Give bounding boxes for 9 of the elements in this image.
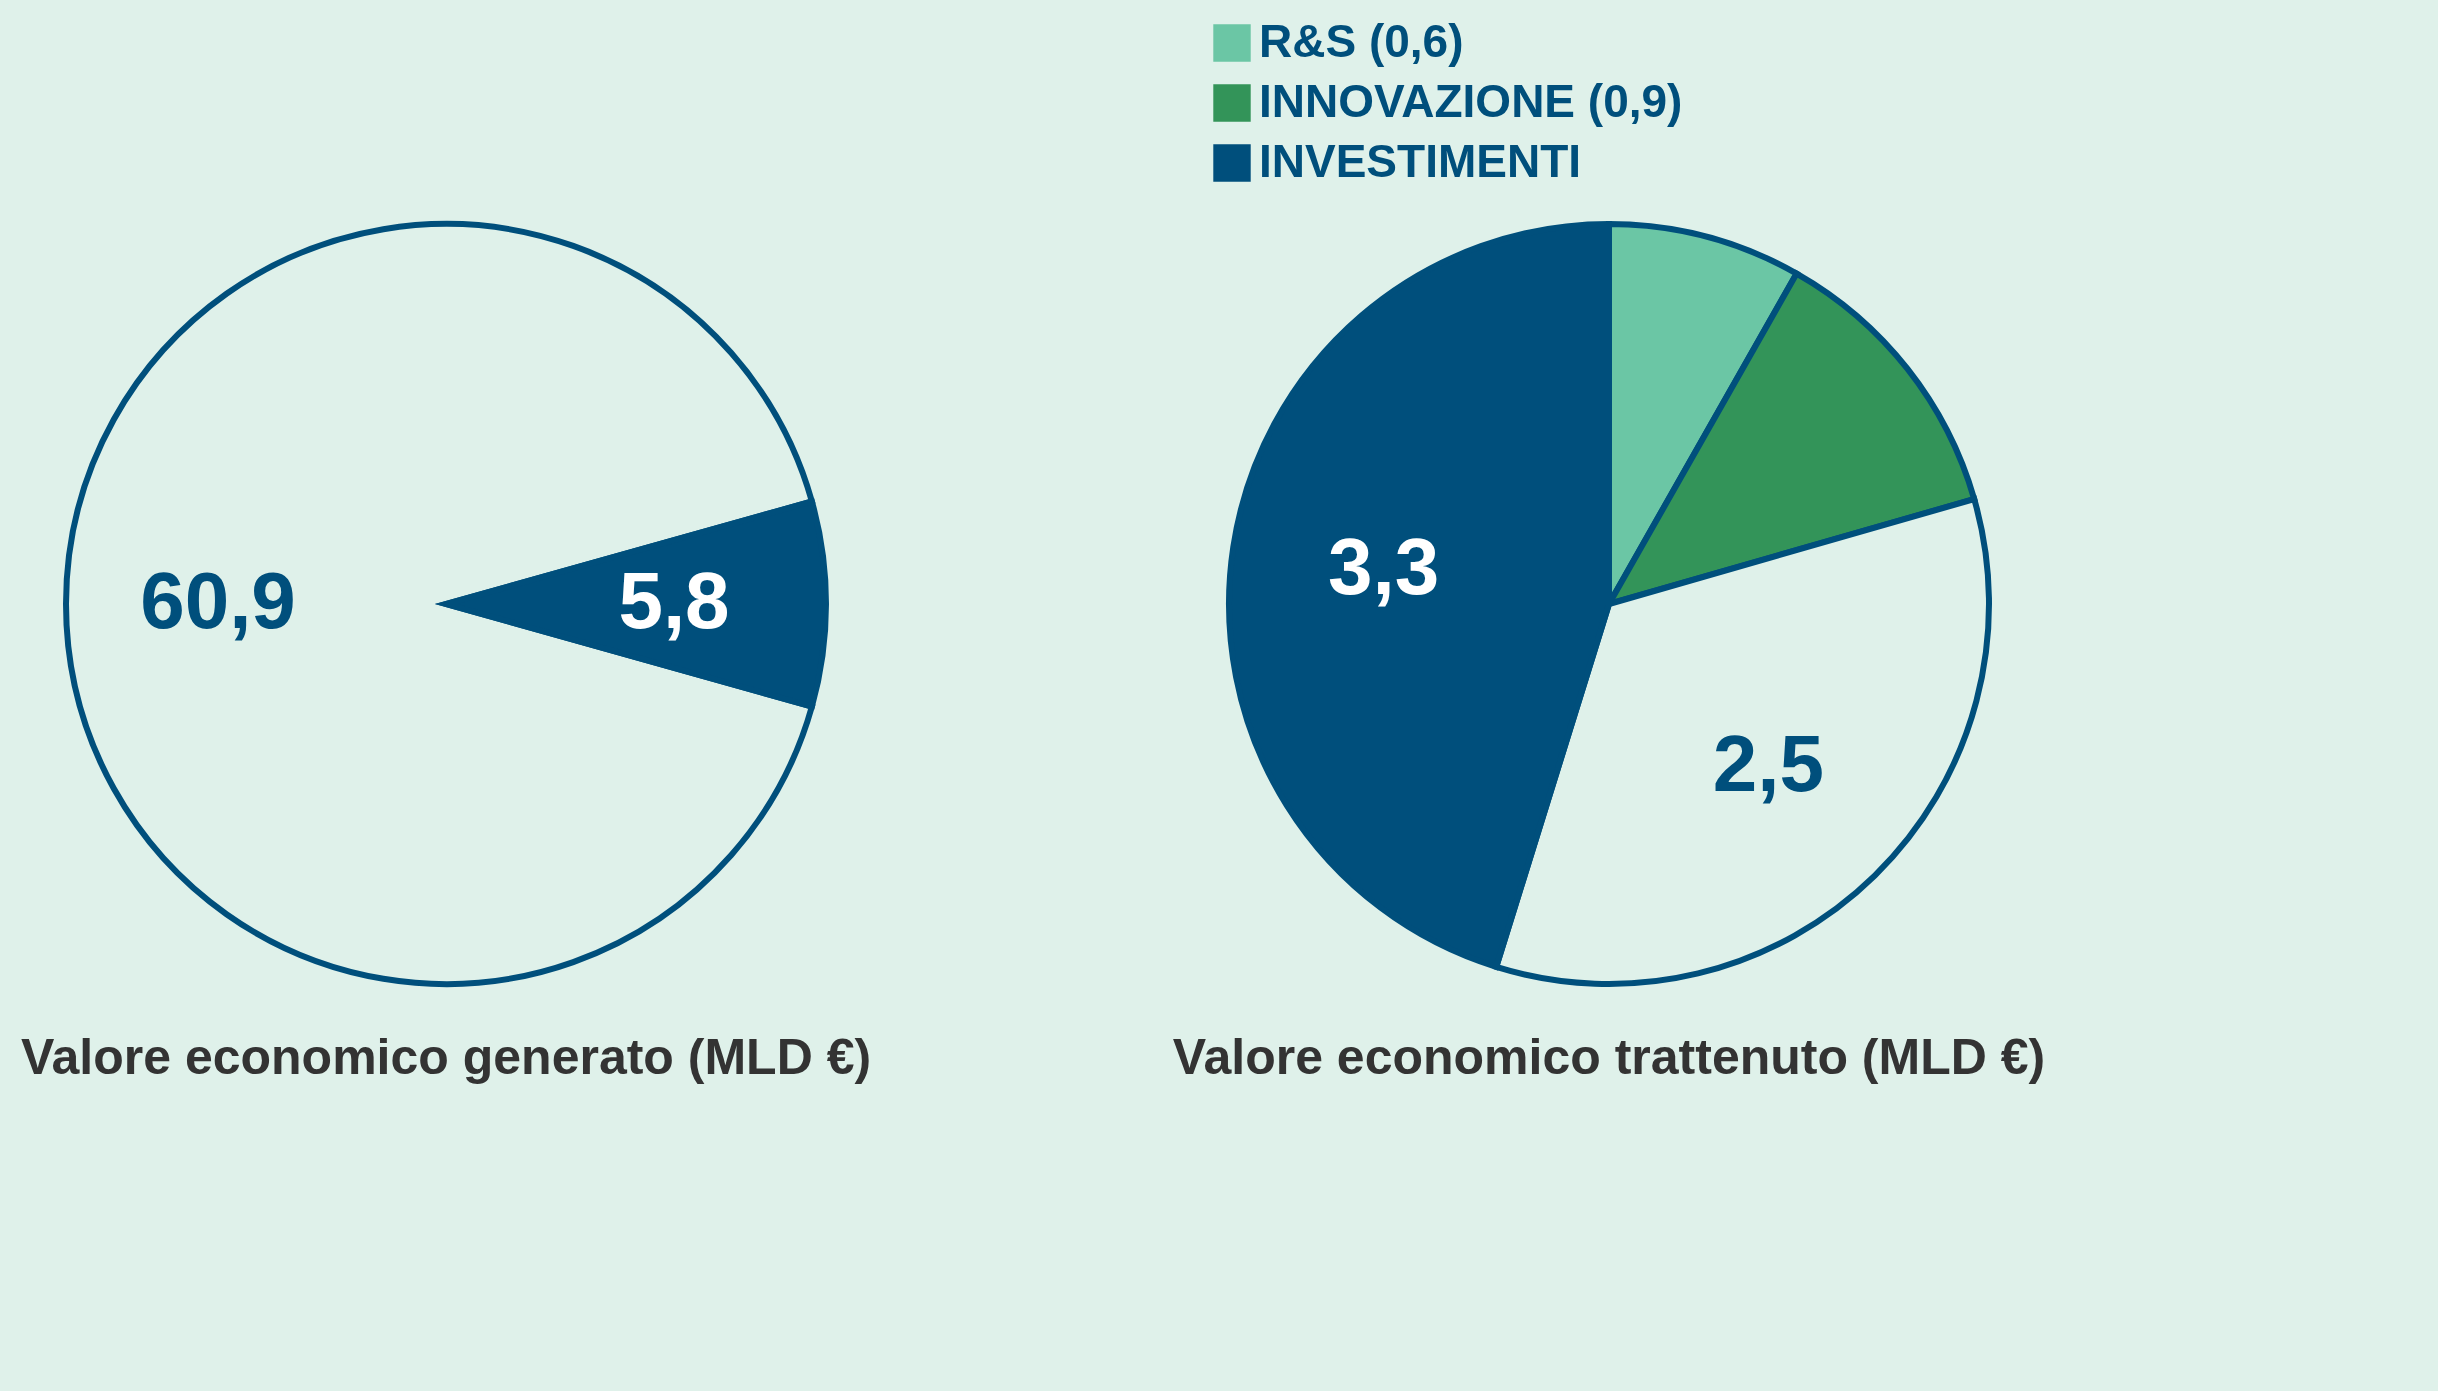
legend-label: INNOVAZIONE (0,9) <box>1259 75 1683 127</box>
legend-label: INVESTIMENTI <box>1259 135 1582 187</box>
text: Valore economico trattenuto (MLD €) <box>1172 1029 2046 1085</box>
data-label: 5,8 <box>618 556 730 645</box>
data-label: 60,9 <box>140 556 296 645</box>
data-label: 2,5 <box>1712 718 1825 808</box>
data-label: 3,3 <box>1327 521 1440 611</box>
legend-label: R&S (0,6) <box>1259 15 1464 67</box>
text: Valore economico generato (MLD €) <box>20 1029 872 1085</box>
